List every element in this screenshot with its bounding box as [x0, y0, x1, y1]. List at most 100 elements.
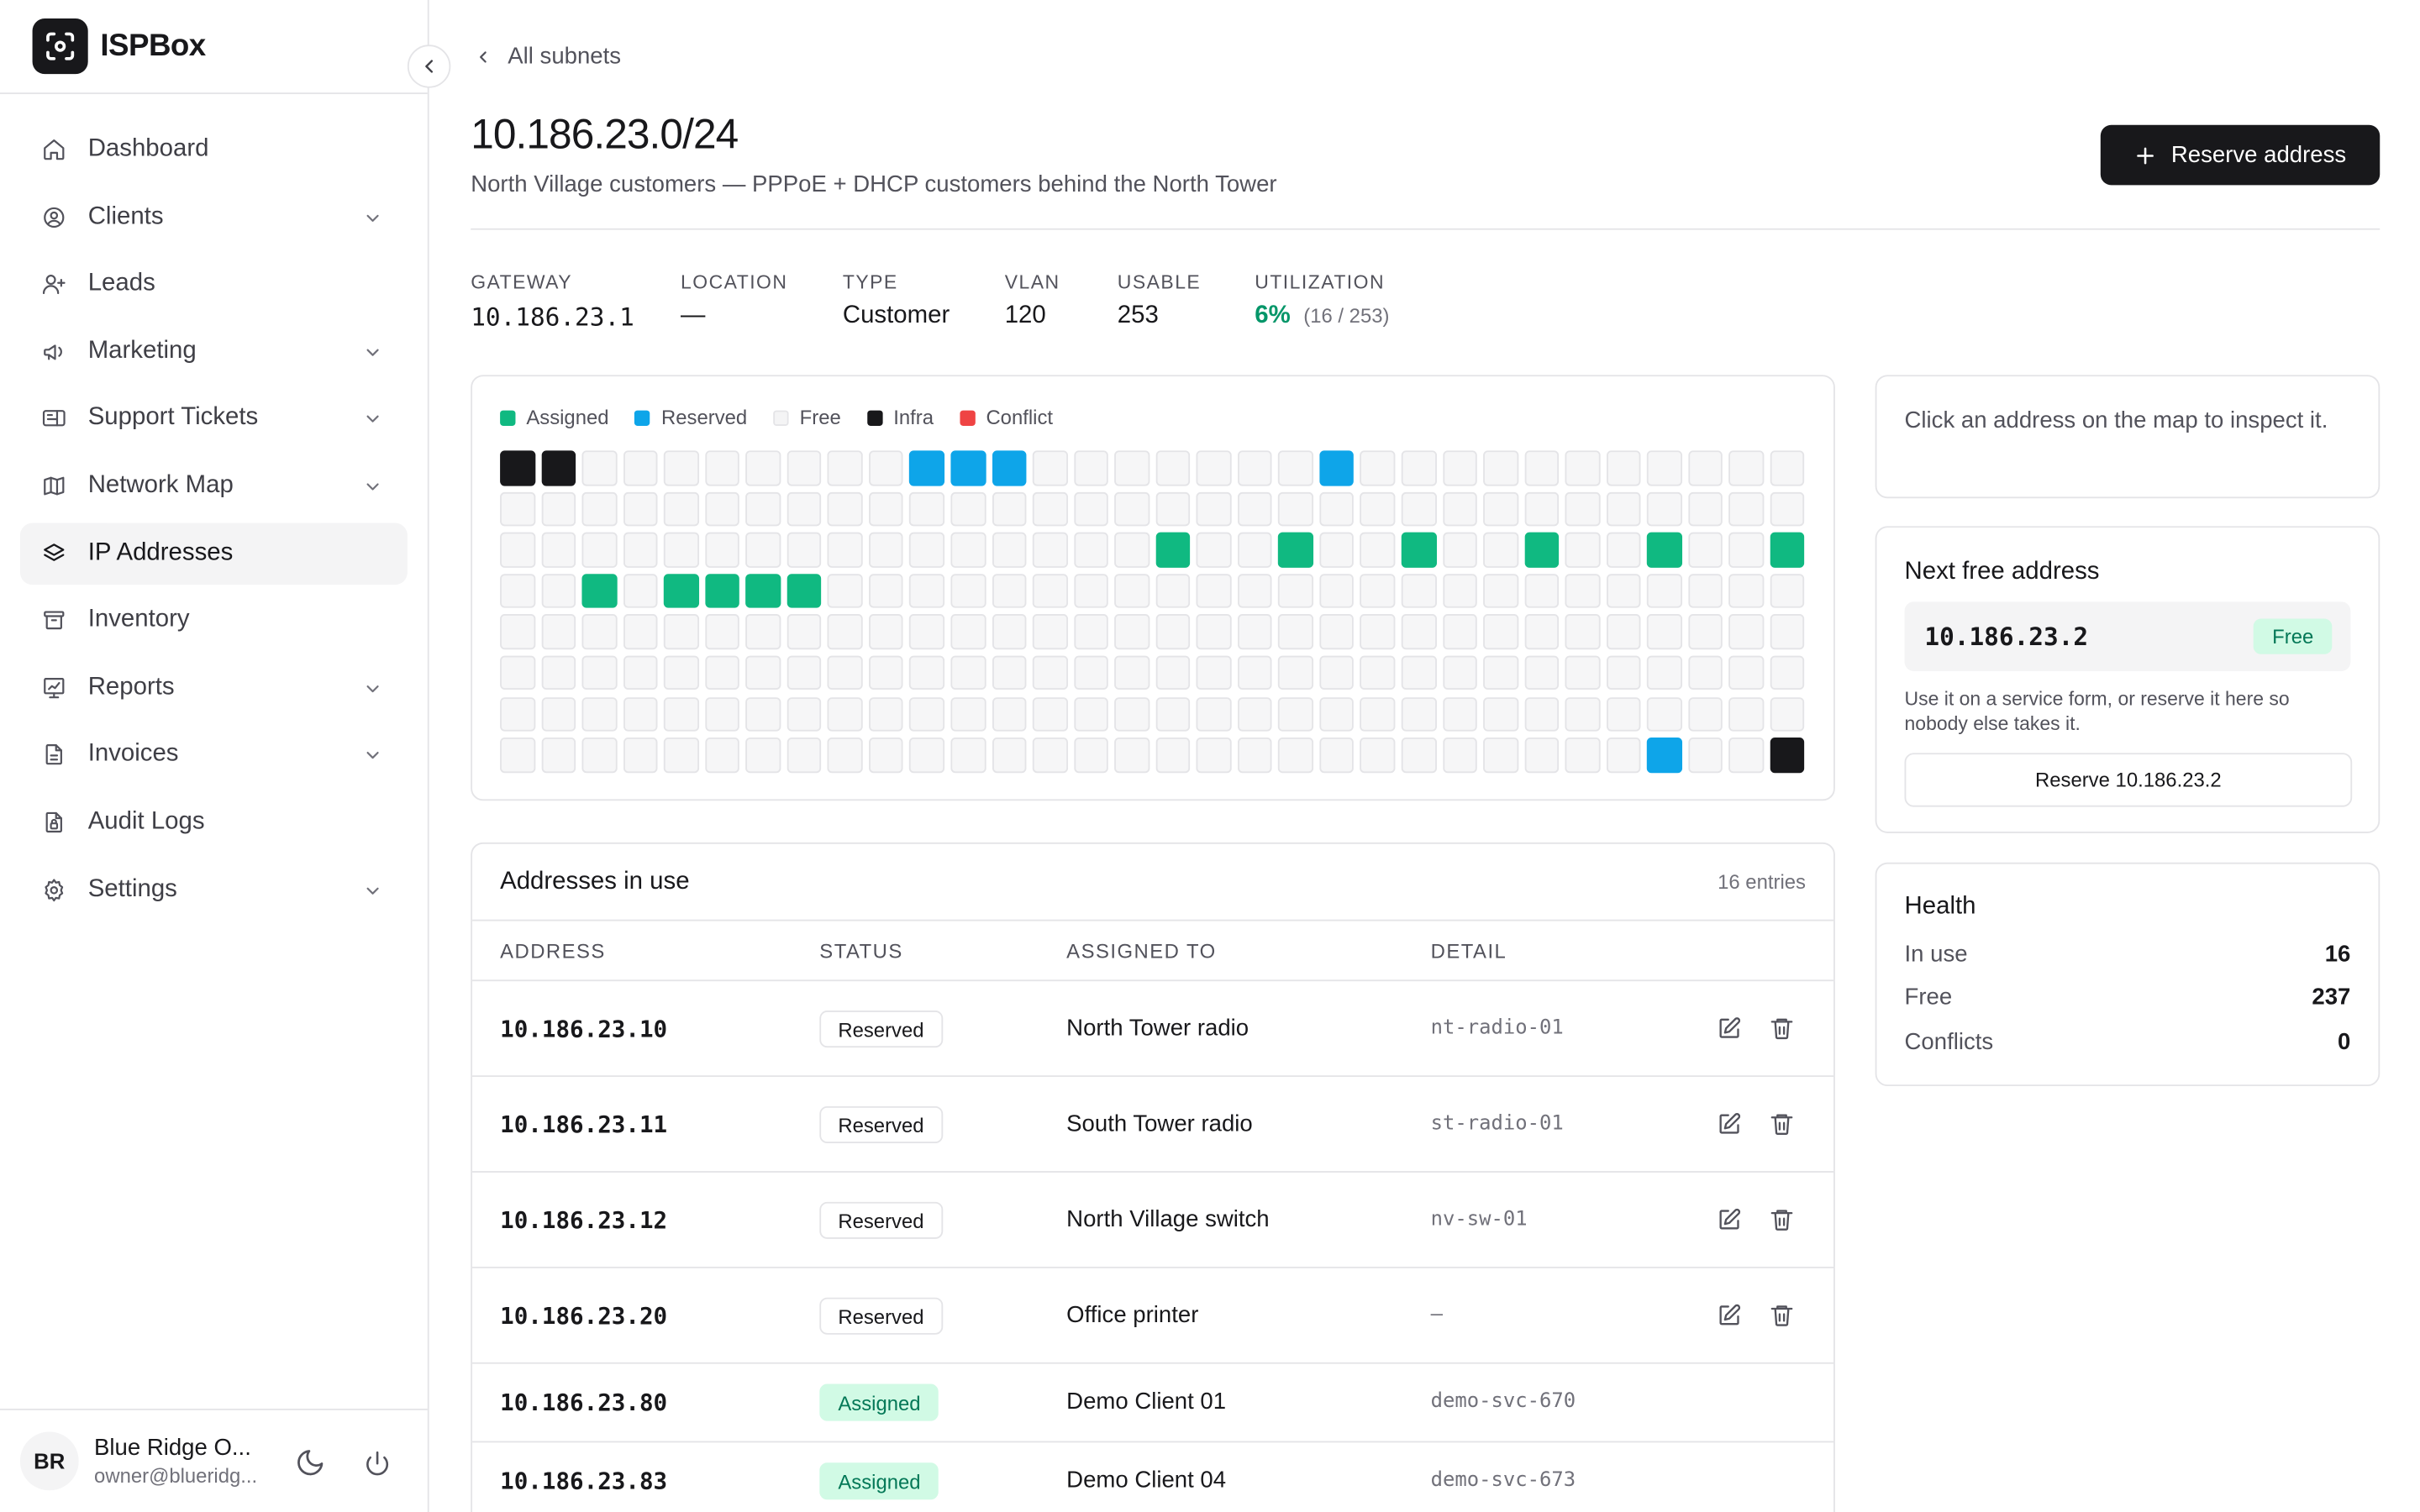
ip-cell-free[interactable] [909, 614, 945, 650]
ip-cell-free[interactable] [1483, 738, 1518, 773]
ip-cell-free[interactable] [581, 533, 617, 568]
ip-cell-free[interactable] [1278, 450, 1313, 486]
ip-cell-free[interactable] [1565, 533, 1601, 568]
ip-cell-free[interactable] [1565, 573, 1601, 609]
ip-cell-free[interactable] [1483, 573, 1518, 609]
ip-cell-free[interactable] [1319, 491, 1355, 527]
ip-cell-free[interactable] [664, 738, 699, 773]
ip-cell-free[interactable] [1237, 655, 1273, 690]
ip-cell-free[interactable] [1606, 696, 1641, 732]
ip-cell-free[interactable] [1237, 491, 1273, 527]
ip-cell-reserved[interactable] [1319, 450, 1355, 486]
ip-cell-assigned[interactable] [1770, 533, 1805, 568]
ip-cell-free[interactable] [1728, 738, 1765, 773]
sidebar-item-audit-logs[interactable]: Audit Logs [20, 791, 408, 853]
ip-cell-free[interactable] [950, 533, 986, 568]
ip-cell-free[interactable] [1114, 450, 1150, 486]
ip-cell-free[interactable] [1073, 696, 1109, 732]
ip-cell-free[interactable] [1606, 655, 1641, 690]
ip-cell-assigned[interactable] [664, 573, 699, 609]
ip-cell-free[interactable] [1442, 450, 1477, 486]
ip-cell-free[interactable] [1606, 533, 1641, 568]
ip-cell-free[interactable] [1606, 614, 1641, 650]
ip-cell-free[interactable] [1032, 614, 1068, 650]
ip-cell-free[interactable] [540, 573, 576, 609]
ip-cell-free[interactable] [1483, 655, 1518, 690]
ip-cell-reserved[interactable] [992, 450, 1027, 486]
ip-cell-free[interactable] [581, 738, 617, 773]
ip-cell-free[interactable] [704, 696, 740, 732]
ip-cell-free[interactable] [1360, 738, 1396, 773]
ip-cell-free[interactable] [868, 614, 904, 650]
ip-cell-free[interactable] [1360, 573, 1396, 609]
ip-cell-free[interactable] [1114, 573, 1150, 609]
back-link[interactable]: All subnets [474, 43, 621, 70]
ip-cell-free[interactable] [500, 614, 535, 650]
ip-cell-free[interactable] [1237, 738, 1273, 773]
ip-cell-free[interactable] [1770, 450, 1805, 486]
ip-cell-free[interactable] [828, 738, 863, 773]
ip-cell-free[interactable] [950, 491, 986, 527]
ip-cell-free[interactable] [828, 696, 863, 732]
ip-cell-free[interactable] [704, 450, 740, 486]
ip-cell-free[interactable] [828, 491, 863, 527]
ip-cell-free[interactable] [1155, 573, 1191, 609]
ip-cell-free[interactable] [623, 738, 658, 773]
ip-cell-free[interactable] [786, 491, 822, 527]
ip-cell-free[interactable] [1524, 696, 1560, 732]
ip-cell-free[interactable] [581, 614, 617, 650]
ip-cell-free[interactable] [1770, 491, 1805, 527]
ip-cell-free[interactable] [1728, 450, 1765, 486]
ip-cell-free[interactable] [1319, 738, 1355, 773]
ip-cell-free[interactable] [1360, 696, 1396, 732]
ip-cell-free[interactable] [1647, 696, 1682, 732]
ip-cell-free[interactable] [1483, 533, 1518, 568]
ip-cell-free[interactable] [909, 533, 945, 568]
ip-cell-free[interactable] [745, 738, 781, 773]
ip-cell-free[interactable] [1442, 696, 1477, 732]
ip-cell-free[interactable] [581, 696, 617, 732]
table-row[interactable]: 10.186.23.11 Reserved South Tower radio st-… [472, 1077, 1834, 1173]
ip-cell-free[interactable] [1319, 614, 1355, 650]
ip-cell-free[interactable] [1606, 738, 1641, 773]
ip-cell-free[interactable] [1114, 614, 1150, 650]
sidebar-item-invoices[interactable]: Invoices [20, 724, 408, 785]
ip-cell-free[interactable] [664, 696, 699, 732]
collapse-sidebar-button[interactable] [407, 45, 451, 88]
ip-cell-free[interactable] [1319, 655, 1355, 690]
ip-cell-free[interactable] [1524, 573, 1560, 609]
ip-cell-free[interactable] [786, 533, 822, 568]
ip-cell-free[interactable] [828, 450, 863, 486]
ip-cell-free[interactable] [500, 573, 535, 609]
ip-cell-free[interactable] [1401, 614, 1437, 650]
ip-cell-free[interactable] [540, 696, 576, 732]
ip-cell-free[interactable] [1073, 655, 1109, 690]
ip-cell-free[interactable] [540, 533, 576, 568]
table-row[interactable]: 10.186.23.20 Reserved Office printer — [472, 1268, 1834, 1364]
ip-cell-free[interactable] [1032, 738, 1068, 773]
ip-cell-free[interactable] [828, 655, 863, 690]
ip-cell-free[interactable] [786, 614, 822, 650]
ip-cell-free[interactable] [1688, 491, 1723, 527]
user-menu[interactable]: BR Blue Ridge O... owner@blueridg... [0, 1408, 428, 1512]
ip-cell-infra[interactable] [500, 450, 535, 486]
ip-cell-free[interactable] [992, 573, 1027, 609]
ip-cell-free[interactable] [1565, 450, 1601, 486]
ip-cell-free[interactable] [1565, 738, 1601, 773]
ip-cell-assigned[interactable] [704, 573, 740, 609]
ip-cell-free[interactable] [664, 655, 699, 690]
ip-cell-free[interactable] [1647, 655, 1682, 690]
ip-cell-free[interactable] [1197, 738, 1232, 773]
ip-cell-free[interactable] [1237, 614, 1273, 650]
ip-cell-infra[interactable] [1770, 738, 1805, 773]
ip-cell-free[interactable] [500, 696, 535, 732]
ip-cell-free[interactable] [745, 450, 781, 486]
sidebar-item-inventory[interactable]: Inventory [20, 590, 408, 651]
ip-cell-free[interactable] [1319, 533, 1355, 568]
ip-cell-free[interactable] [1278, 696, 1313, 732]
power-icon[interactable] [364, 1451, 390, 1484]
ip-cell-free[interactable] [1483, 696, 1518, 732]
ip-cell-free[interactable] [1155, 696, 1191, 732]
ip-cell-free[interactable] [1401, 738, 1437, 773]
ip-cell-free[interactable] [1688, 738, 1723, 773]
